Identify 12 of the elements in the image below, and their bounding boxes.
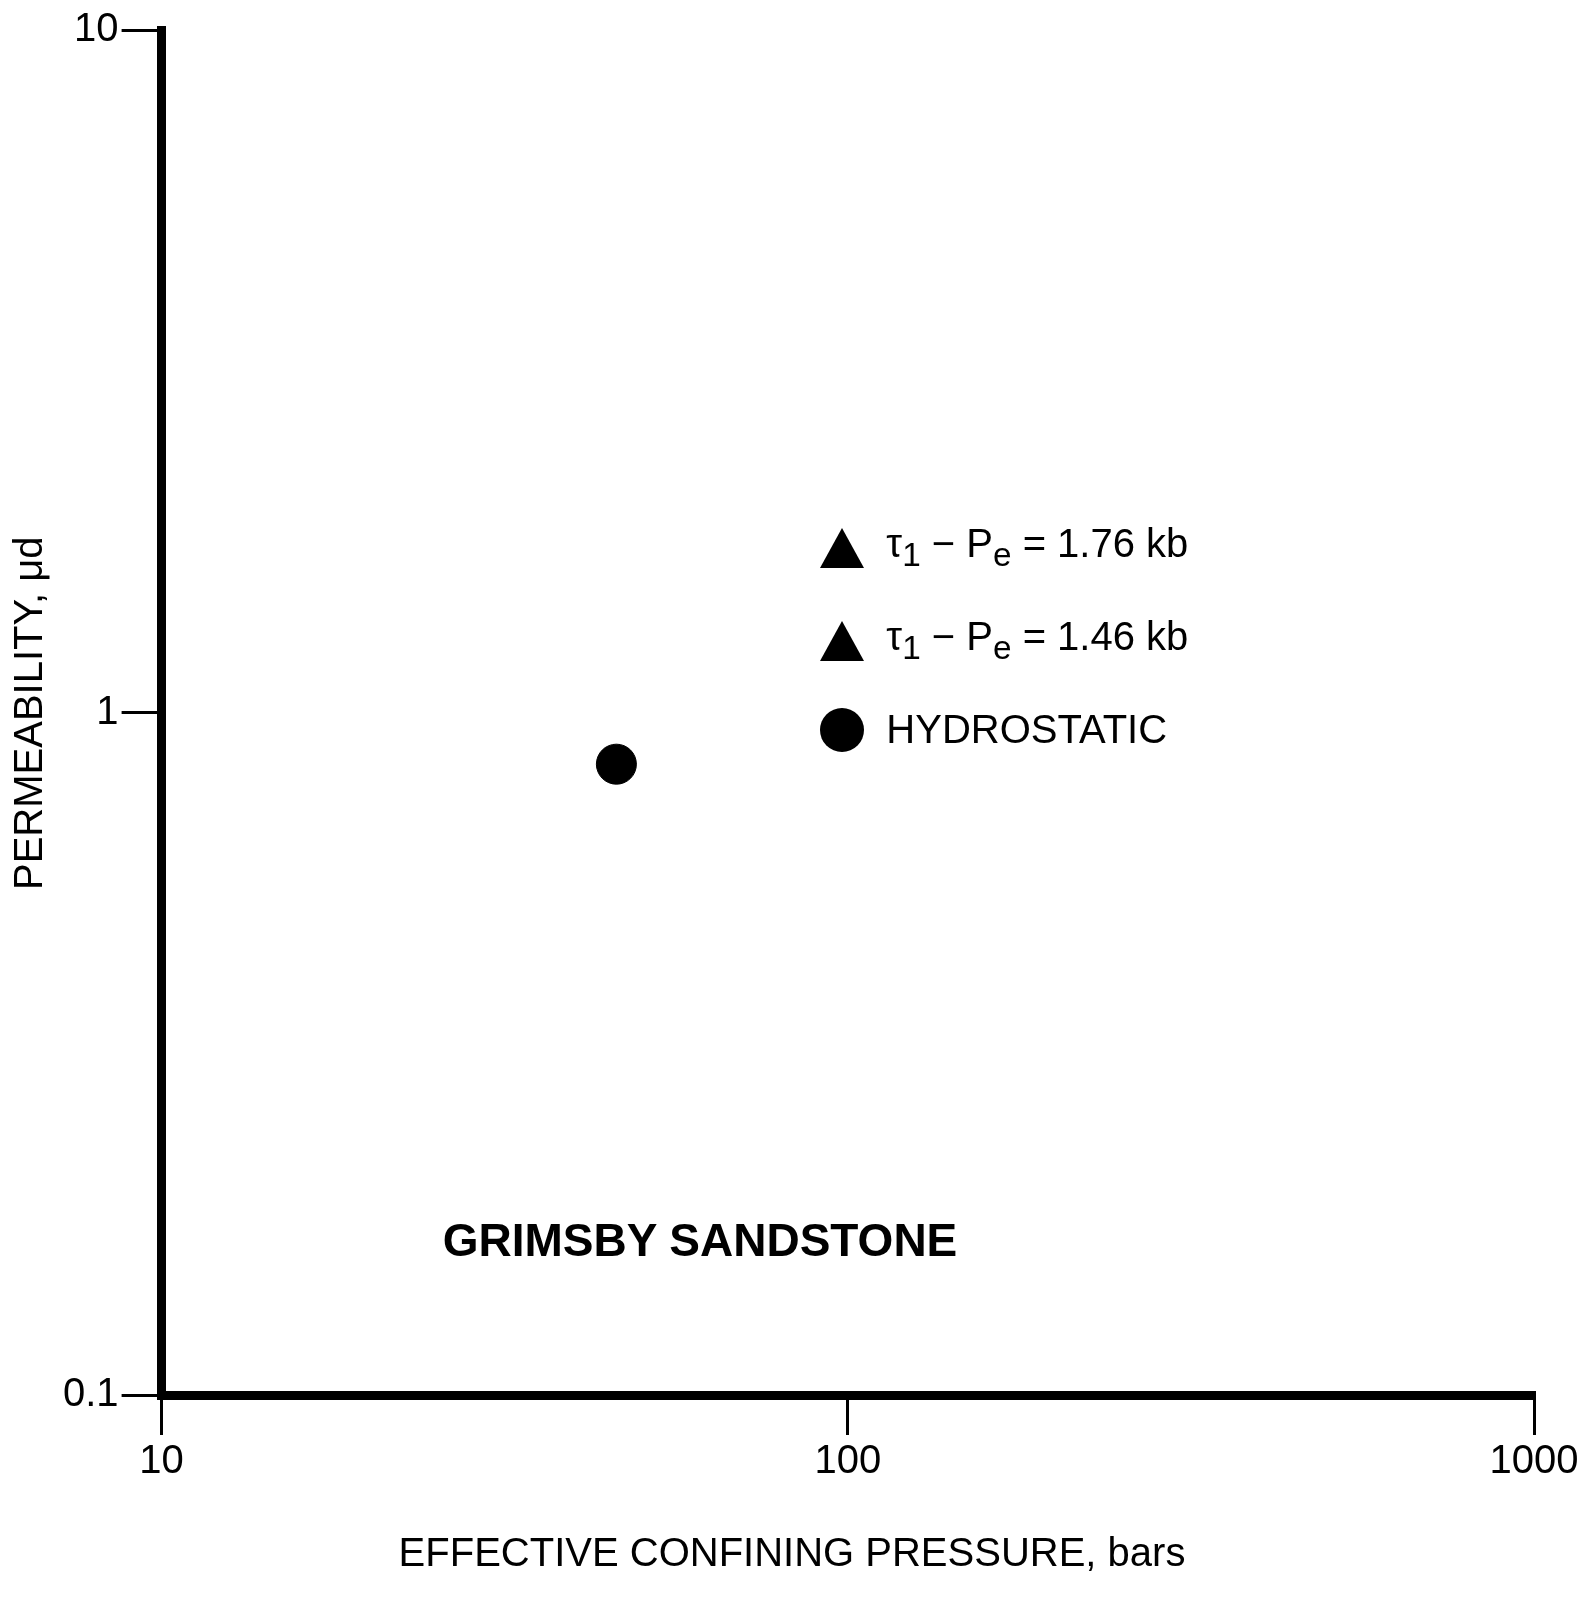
legend-label: τ$_{1}$ − P$_{e}$ = 1.46 kb	[886, 614, 1189, 668]
x-axis-title: EFFECTIVE CONFINING PRESSURE, bars	[397, 1530, 1187, 1575]
y-tick-label: 10	[74, 5, 119, 50]
x-tick-label: 10	[139, 1437, 184, 1482]
y-tick-label: 1	[96, 687, 119, 732]
y-tick-label: 0.1	[63, 1370, 119, 1415]
legend-label: HYDROSTATIC	[886, 707, 1168, 753]
legend-label: τ$_{1}$ − P$_{e}$ = 1.76 kb	[886, 521, 1189, 575]
x-tick-label: 1000	[1489, 1437, 1579, 1482]
x-tick-label: 100	[814, 1437, 882, 1482]
annotation: GRIMSBY SANDSTONE	[442, 1213, 958, 1267]
y-axis-title: PERMEABILITY, μd	[6, 535, 51, 890]
